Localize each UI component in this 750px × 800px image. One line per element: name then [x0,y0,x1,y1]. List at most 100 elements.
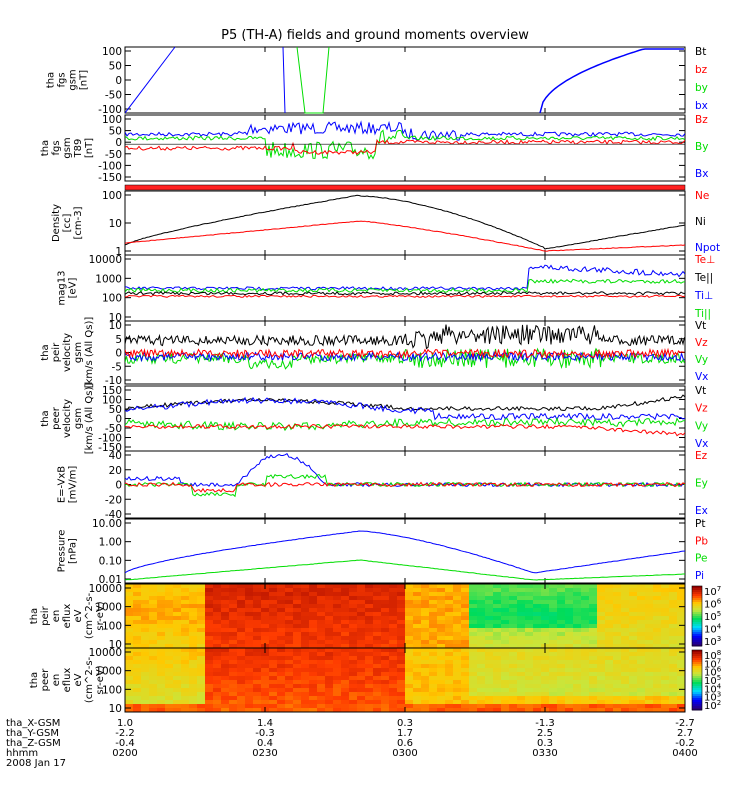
heatmap-cell [573,588,582,593]
heatmap-cell [181,692,190,697]
heatmap-cell [533,608,542,613]
colorbar-cell [692,690,702,693]
ylabel-line: [nT] [79,70,90,90]
legend-entry: Pi [695,570,704,582]
heatmap-cell [373,684,382,689]
heatmap-cell [285,612,294,617]
heatmap-cell [333,676,342,681]
heatmap-cell [525,684,534,689]
heatmap-cell [437,608,446,613]
legend-entry: bz [695,64,708,76]
legend-entry: Bx [695,168,708,180]
heatmap-cell [245,672,254,677]
heatmap-cell [413,596,422,601]
heatmap-cell [509,660,518,665]
heatmap-cell [461,628,470,633]
ylabel-line: Density [51,204,62,242]
heatmap-cell [509,600,518,605]
heatmap-cell [237,684,246,689]
heatmap-cell [133,668,142,673]
heatmap-cell [533,648,542,653]
heatmap-cell [677,588,686,593]
heatmap-cell [261,652,270,657]
heatmap-cell [237,628,246,633]
heatmap-cell [189,708,198,713]
heatmap-cell [405,636,414,641]
heatmap-cell [181,656,190,661]
ytick-label: 0 [115,75,122,87]
heatmap-cell [221,616,230,621]
heatmap-cell [149,656,158,661]
heatmap-cell [325,612,334,617]
heatmap-cell [181,588,190,593]
heatmap-cell [237,668,246,673]
ylabel: tha peir en eflux eV (cm^2-s-sr-eV) [29,592,106,639]
heatmap-cell [437,596,446,601]
heatmap-cell [357,604,366,609]
heatmap-cell [221,672,230,677]
heatmap-cell [549,692,558,697]
heatmap-cell [237,664,246,669]
heatmap-cell [493,608,502,613]
heatmap-cell [317,620,326,625]
heatmap-cell [549,668,558,673]
heatmap-cell [309,692,318,697]
heatmap-cell [181,612,190,617]
heatmap-cell [421,624,430,629]
heatmap-cell [189,608,198,613]
heatmap-cell [205,592,214,597]
heatmap-cell [485,628,494,633]
heatmap-cell [189,600,198,605]
heatmap-cell [493,684,502,689]
heatmap-cell [509,624,518,629]
heatmap-cell [557,612,566,617]
heatmap-cell [221,636,230,641]
heatmap-cell [613,672,622,677]
heatmap-cell [589,608,598,613]
heatmap-cell [389,648,398,653]
heatmap-cell [381,700,390,705]
heatmap-cell [173,692,182,697]
heatmap-cell [365,604,374,609]
heatmap-cell [517,680,526,685]
heatmap-cell [165,664,174,669]
heatmap-cell [653,708,662,713]
heatmap-cell [181,604,190,609]
heatmap-cell [477,636,486,641]
heatmap-cell [261,624,270,629]
ylabel: mag13 [eV] [57,271,79,306]
heatmap-cell [181,708,190,713]
heatmap-cell [469,696,478,701]
heatmap-cell [189,592,198,597]
colorbar-cell [692,594,702,597]
heatmap-cell [477,604,486,609]
heatmap-cell [661,620,670,625]
heatmap-cell [501,600,510,605]
legend-entry: Te⊥ [694,254,715,266]
heatmap-cell [645,688,654,693]
heatmap-cell [637,584,646,589]
heatmap-cell [189,596,198,601]
heatmap-cell [637,596,646,601]
ytick-label: -20 [105,494,122,506]
heatmap-cell [429,608,438,613]
heatmap-cell [445,680,454,685]
heatmap-cell [221,604,230,609]
heatmap-cell [253,652,262,657]
heatmap-cell [229,620,238,625]
colorbar-cell [692,618,702,621]
heatmap-cell [197,612,206,617]
heatmap-cell [557,588,566,593]
heatmap-cell [357,620,366,625]
heatmap-cell [461,608,470,613]
heatmap-cell [485,624,494,629]
heatmap-cell [429,596,438,601]
heatmap-cell [669,684,678,689]
heatmap-cell [453,700,462,705]
heatmap-cell [317,644,326,649]
heatmap-cell [509,584,518,589]
heatmap-cell [397,592,406,597]
heatmap-cell [325,608,334,613]
heatmap-cell [653,632,662,637]
heatmap-cell [197,696,206,701]
